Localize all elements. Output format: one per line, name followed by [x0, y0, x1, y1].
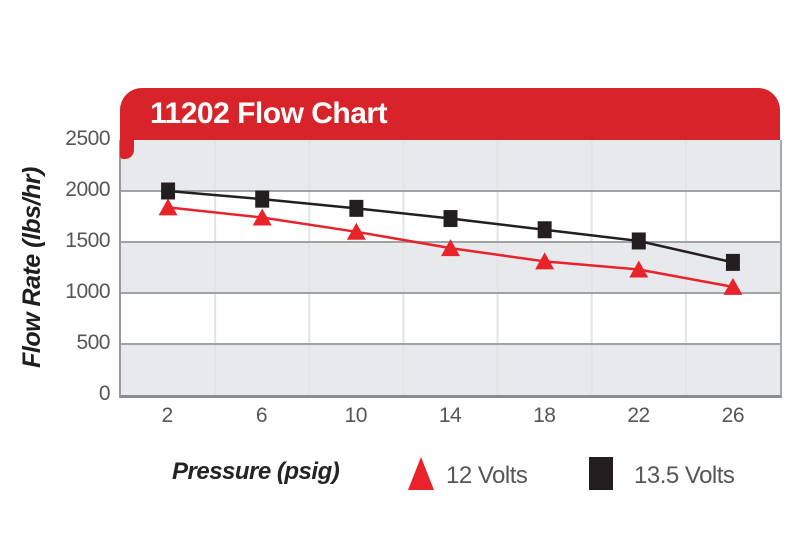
x-tick-label: 26 [721, 404, 745, 427]
marker-square [537, 221, 552, 239]
marker-square [725, 253, 740, 271]
chart-title-banner: 11202 Flow Chart [120, 88, 780, 140]
marker-triangle [346, 222, 366, 240]
y-tick-label: 1000 [65, 280, 110, 303]
plot-area [119, 140, 782, 398]
plot-band [121, 344, 780, 395]
chart-title: 11202 Flow Chart [150, 97, 388, 130]
legend-marker-12v-triangle-icon [408, 457, 434, 490]
marker-triangle [441, 239, 460, 257]
plot-band [121, 293, 780, 344]
x-axis-title: Pressure (psig) [172, 458, 340, 485]
plot-svg [121, 140, 780, 395]
y-axis-title-text: Flow Rate (lbs/hr) [17, 167, 46, 368]
legend-label-12-volts: 12 Volts [446, 462, 528, 489]
marker-square [161, 182, 176, 200]
marker-triangle [629, 260, 649, 278]
marker-triangle [723, 277, 743, 295]
y-tick-label: 2500 [65, 127, 110, 150]
x-tick-label: 6 [255, 404, 268, 427]
y-axis-title: Flow Rate (lbs/hr) [6, 140, 58, 395]
x-tick-label: 10 [344, 404, 368, 427]
legend-marker-13-5v-square-icon [589, 457, 613, 490]
y-tick-label: 2000 [65, 178, 110, 201]
marker-square [255, 190, 270, 208]
x-tick-label: 22 [627, 404, 650, 427]
plot-band [121, 140, 780, 191]
x-tick-label: 2 [161, 404, 174, 427]
x-tick-label: 18 [533, 404, 556, 427]
y-tick-label: 1500 [65, 229, 110, 252]
marker-triangle [158, 198, 178, 216]
marker-triangle [535, 252, 555, 270]
x-tick-label: 14 [438, 404, 462, 427]
y-tick-label: 0 [98, 382, 111, 405]
y-tick-label: 500 [76, 331, 110, 354]
marker-square [631, 232, 646, 250]
banner-ribbon-tail [120, 139, 134, 159]
marker-square [349, 199, 364, 217]
marker-triangle [252, 208, 272, 226]
marker-square [443, 210, 458, 228]
legend-label-13-5-volts: 13.5 Volts [634, 462, 735, 489]
